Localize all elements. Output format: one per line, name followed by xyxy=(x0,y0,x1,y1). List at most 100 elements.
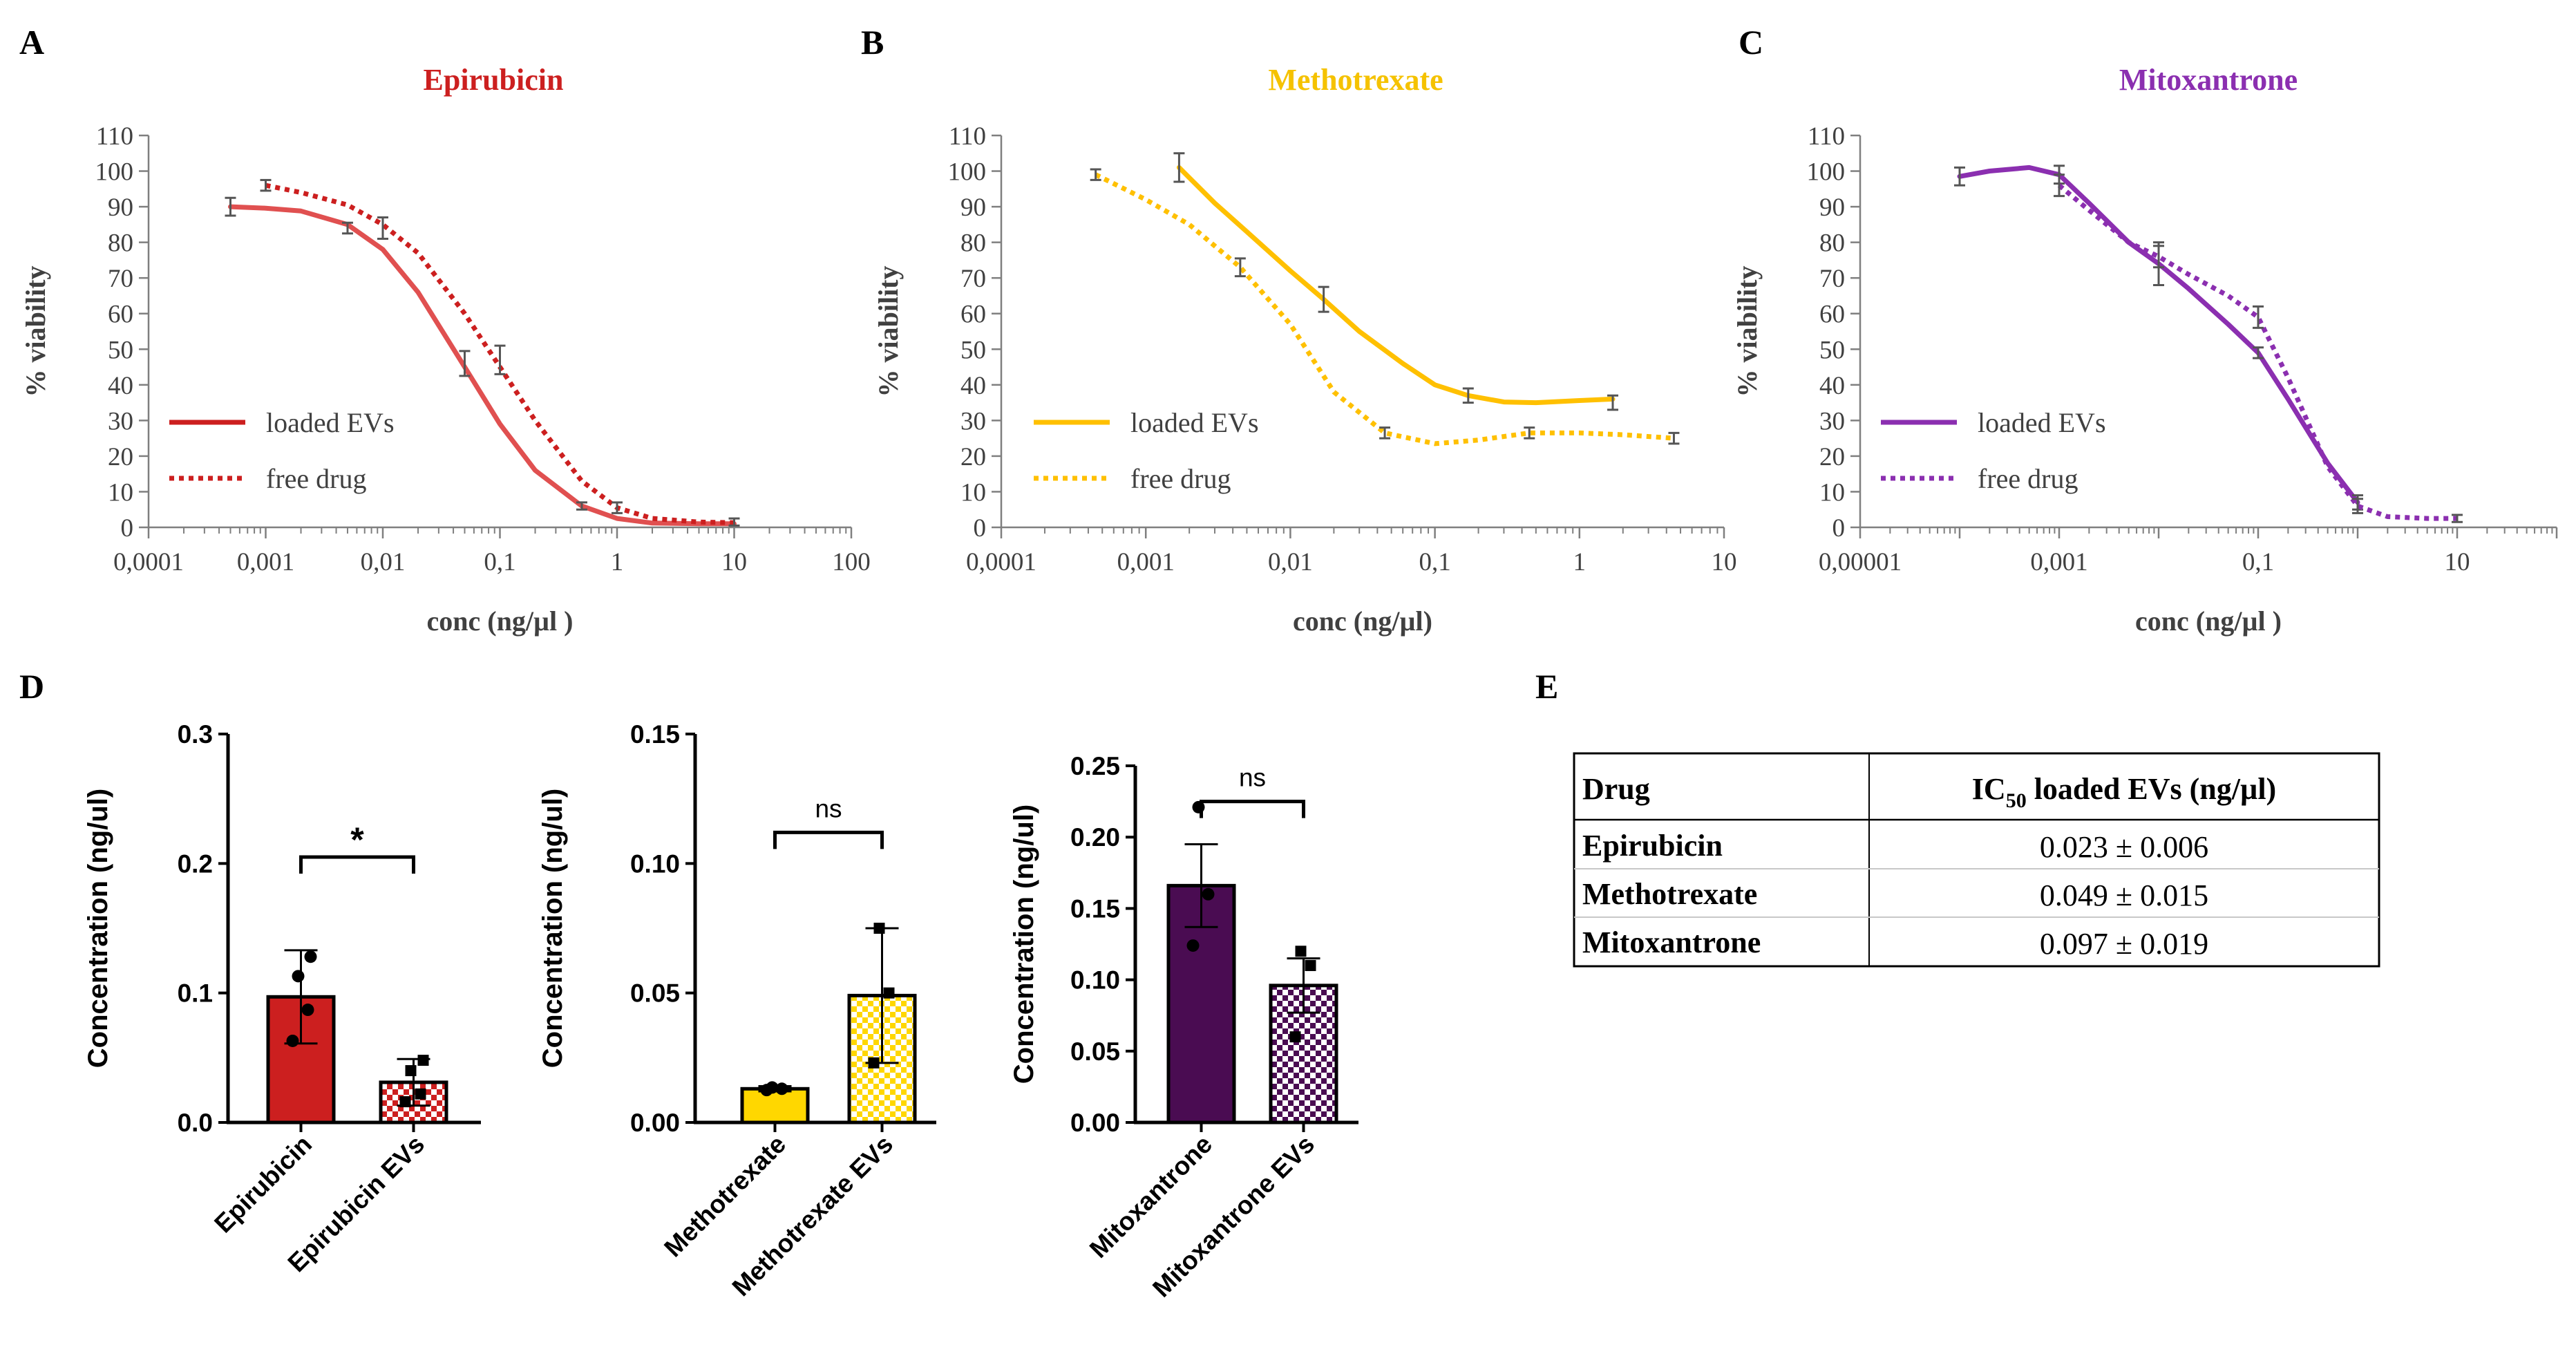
y-tick-label: 20 xyxy=(960,443,986,471)
x-axis-label: conc (ng/µl) xyxy=(1293,605,1432,637)
x-tick-label: 1 xyxy=(611,548,624,576)
error-bar xyxy=(494,344,506,375)
x-tick-label: 0,1 xyxy=(1419,548,1450,576)
y-tick-label: 10 xyxy=(108,478,133,507)
error-bar xyxy=(1379,426,1391,440)
error-bar xyxy=(1173,152,1185,183)
error-bar xyxy=(2054,173,2065,198)
y-tick-label: 60 xyxy=(960,301,986,329)
bracket-line xyxy=(1200,800,1305,818)
y-tick-label: 100 xyxy=(95,158,134,187)
ic50-header-rest: loaded EVs (ng/µl) xyxy=(2027,772,2277,806)
error-bar xyxy=(1184,843,1218,928)
data-point xyxy=(1186,939,1200,952)
table-cell-ic50: 0.023 ± 0.006 xyxy=(2040,830,2208,864)
table-cell-ic50: 0.049 ± 0.015 xyxy=(2040,878,2208,912)
x-tick-label: 0,0001 xyxy=(966,548,1036,576)
x-tick-label: 10 xyxy=(721,548,747,576)
y-tick-label: 0.10 xyxy=(1070,966,1120,995)
chart-title: Epirubicin xyxy=(424,63,564,97)
y-tick-label: 0.15 xyxy=(630,720,680,749)
legend-label: free drug xyxy=(266,463,366,494)
y-tick-label: 0.20 xyxy=(1070,823,1120,852)
x-axis-label: conc (ng/µl ) xyxy=(2135,605,2282,637)
table-cell-drug: Methotrexate xyxy=(1582,877,1757,911)
y-tick-label: 50 xyxy=(108,336,133,364)
y-tick-label: 0.00 xyxy=(1070,1109,1120,1137)
series-line-free-drug xyxy=(1095,172,1674,446)
error-bar xyxy=(2153,245,2164,269)
chart-title: Methotrexate xyxy=(1268,63,1443,97)
significance-bracket: * xyxy=(299,820,415,874)
x-tick-label: 10 xyxy=(1712,548,1737,576)
y-tick-label: 40 xyxy=(1819,372,1845,400)
ic50-table: Drug IC50 loaded EVs (ng/µl) Epirubicin … xyxy=(1573,752,2380,968)
x-tick-label: 0,01 xyxy=(361,548,406,576)
y-tick-label: 60 xyxy=(108,301,133,329)
table-header-drug: Drug xyxy=(1582,772,1650,806)
y-tick-label: 0 xyxy=(121,514,134,543)
y-tick-label: 30 xyxy=(1819,407,1845,435)
error-bar xyxy=(1668,431,1680,445)
x-tick-label: 10 xyxy=(2445,548,2470,576)
significance-bracket: ns xyxy=(773,794,884,849)
x-tick-label: 0,001 xyxy=(1117,548,1175,576)
panel-letter-a: A xyxy=(19,23,44,62)
error-bar xyxy=(1090,168,1101,181)
y-tick-label: 80 xyxy=(108,229,133,258)
significance-label: ns xyxy=(815,794,842,822)
error-bar xyxy=(1318,285,1329,313)
error-bar xyxy=(728,517,740,527)
ic50-subscript: 50 xyxy=(2006,789,2027,812)
x-tick-label: 0,1 xyxy=(2242,548,2274,576)
chart-epirubicin-concentration: 0.0 0.1 0.2 0.3 Concentration (ng/ul) Epirubi… xyxy=(83,720,481,1277)
y-tick-label: 20 xyxy=(1819,443,1845,471)
x-axis-label: conc (ng/µl ) xyxy=(427,605,574,637)
error-bar xyxy=(1524,426,1535,440)
bracket-line xyxy=(773,830,884,849)
chart-title: Mitoxantrone xyxy=(2119,63,2298,97)
y-tick-label: 90 xyxy=(108,194,133,222)
significance-label: ns xyxy=(1239,764,1266,792)
x-tick-label: 0,01 xyxy=(1268,548,1313,576)
y-tick-label: 70 xyxy=(1819,265,1845,293)
bar xyxy=(740,1087,810,1125)
table-cell-drug: Epirubicin xyxy=(1582,829,1723,863)
y-tick-label: 110 xyxy=(1808,122,1845,151)
y-tick-label: 70 xyxy=(960,265,986,293)
y-tick-label: 80 xyxy=(1819,229,1845,258)
x-tick-label: 0,00001 xyxy=(1819,548,1902,576)
x-tick-label: 0,001 xyxy=(2030,548,2087,576)
error-bar xyxy=(2253,346,2264,359)
legend-label: loaded EVs xyxy=(1130,407,1259,438)
y-tick-label: 0.00 xyxy=(630,1109,680,1137)
y-tick-label: 40 xyxy=(960,372,986,400)
series-line-loaded-evs xyxy=(1176,164,1616,406)
y-tick-label: 90 xyxy=(960,194,986,222)
data-point xyxy=(304,950,317,963)
data-point xyxy=(1305,959,1316,971)
significance-bracket: ns xyxy=(1200,764,1305,818)
data-point xyxy=(1295,946,1307,957)
data-point xyxy=(1202,887,1215,901)
y-tick-label: 0.1 xyxy=(178,979,213,1008)
y-tick-label: 0.2 xyxy=(178,849,213,878)
ic50-label: IC xyxy=(1972,772,2006,806)
error-bar xyxy=(576,501,587,511)
error-bar xyxy=(1954,166,1965,187)
table-header-ic50: IC50 loaded EVs (ng/µl) xyxy=(1972,772,2276,812)
x-tick-label: 1 xyxy=(1573,548,1587,576)
y-tick-label: 0.10 xyxy=(630,849,680,878)
category-label: Epirubicin xyxy=(209,1130,317,1239)
x-tick-label: 0,1 xyxy=(484,548,515,576)
legend-label: loaded EVs xyxy=(1978,407,2106,438)
series-line-free-drug xyxy=(2057,183,2457,521)
y-tick-label: 30 xyxy=(108,407,133,435)
data-point xyxy=(415,1088,426,1100)
y-axis-label: Concentration (ng/ul) xyxy=(1009,805,1039,1084)
x-tick-label: 100 xyxy=(832,548,871,576)
y-tick-label: 80 xyxy=(960,229,986,258)
legend-label: free drug xyxy=(1130,463,1231,494)
error-bar xyxy=(1287,957,1320,1014)
data-point xyxy=(873,923,885,934)
